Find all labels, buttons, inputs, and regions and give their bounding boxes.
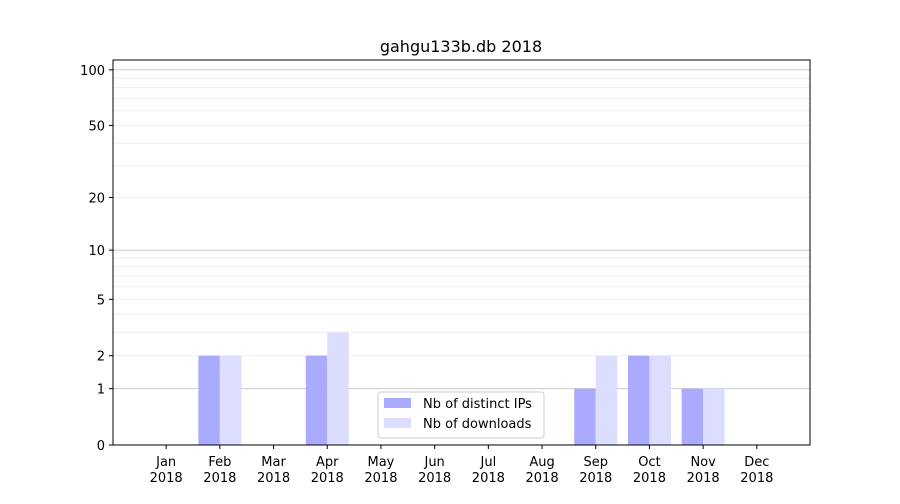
x-axis: Jan2018Feb2018Mar2018Apr2018May2018Jun20… bbox=[150, 445, 773, 486]
x-tick-label: Mar bbox=[261, 455, 286, 470]
bar-distinct-ips bbox=[627, 355, 650, 445]
y-tick-label: 50 bbox=[88, 119, 105, 134]
bar-downloads bbox=[219, 355, 242, 445]
axes-frame bbox=[112, 59, 811, 446]
x-tick-label: Jun bbox=[423, 455, 444, 470]
y-tick-label: 20 bbox=[88, 192, 105, 207]
legend-label: Nb of downloads bbox=[423, 417, 532, 432]
legend-label: Nb of distinct IPs bbox=[423, 397, 532, 412]
legend-swatch bbox=[384, 418, 411, 428]
x-tick-label: 2018 bbox=[257, 471, 290, 486]
x-tick-label: 2018 bbox=[633, 471, 666, 486]
x-tick-label: Oct bbox=[638, 455, 660, 470]
x-tick-label: May bbox=[368, 455, 395, 470]
y-tick-label: 5 bbox=[97, 293, 105, 308]
x-tick-label: 2018 bbox=[150, 471, 183, 486]
legend-box bbox=[377, 391, 545, 439]
bar-downloads bbox=[703, 388, 725, 445]
x-tick-label: 2018 bbox=[687, 471, 720, 486]
grid bbox=[113, 69, 810, 390]
y-tick-label: 2 bbox=[97, 350, 105, 365]
x-tick-label: 2018 bbox=[579, 471, 612, 486]
x-tick-label: 2018 bbox=[740, 471, 773, 486]
bar-downloads bbox=[327, 332, 349, 445]
x-tick-label: Aug bbox=[529, 455, 554, 470]
y-tick-label: 10 bbox=[88, 244, 105, 259]
y-tick-label: 100 bbox=[80, 64, 105, 79]
legend: Nb of distinct IPs Nb of downloads bbox=[377, 391, 545, 439]
x-tick-label: Dec bbox=[744, 455, 769, 470]
y-tick-label: 0 bbox=[97, 439, 105, 454]
x-tick-label: Feb bbox=[208, 455, 231, 470]
bar-distinct-ips bbox=[574, 388, 596, 445]
bar-downloads bbox=[649, 355, 671, 445]
y-axis: 0 1 2 5 10 20 50 100 bbox=[80, 64, 113, 454]
chart-title: gahgu133b.db 2018 bbox=[380, 37, 542, 56]
x-tick-label: 2018 bbox=[472, 471, 505, 486]
x-tick-label: Nov bbox=[690, 455, 716, 470]
bars bbox=[198, 332, 725, 445]
x-tick-label: Jan bbox=[155, 455, 176, 470]
y-tick-label: 1 bbox=[97, 383, 105, 398]
bar-distinct-ips bbox=[198, 355, 220, 445]
x-tick-label: 2018 bbox=[526, 471, 559, 486]
x-tick-label: Apr bbox=[316, 455, 339, 470]
bar-distinct-ips bbox=[681, 388, 704, 445]
bar-downloads bbox=[595, 355, 618, 445]
x-tick-label: 2018 bbox=[364, 471, 397, 486]
x-tick-label: 2018 bbox=[311, 471, 344, 486]
x-tick-label: 2018 bbox=[203, 471, 236, 486]
x-tick-label: Jul bbox=[480, 455, 497, 470]
x-tick-label: 2018 bbox=[418, 471, 451, 486]
x-tick-label: Sep bbox=[583, 455, 608, 470]
legend-swatch bbox=[384, 398, 411, 408]
bar-distinct-ips bbox=[305, 355, 328, 445]
